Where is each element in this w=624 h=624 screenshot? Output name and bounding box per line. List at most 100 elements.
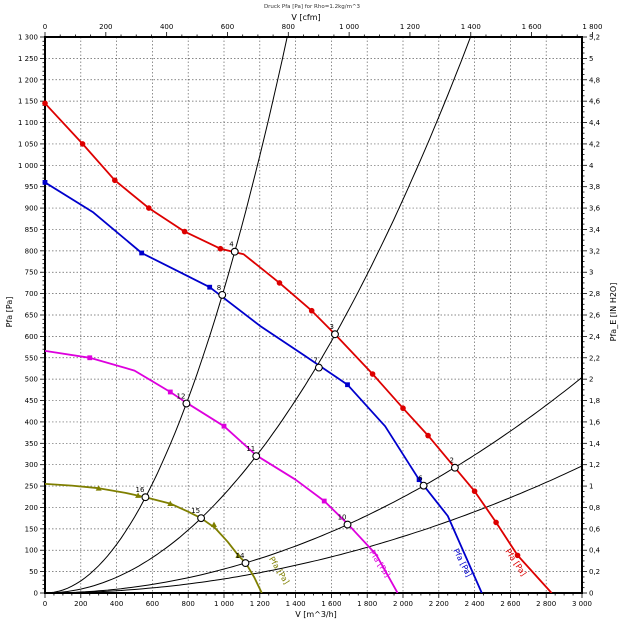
chart-title: Druck Pfa [Pa] for Rho=1.2kg/m^3 bbox=[264, 4, 361, 10]
bottom-axis-label: V [m^3/h] bbox=[295, 610, 337, 619]
bottom-tick-label: 600 bbox=[146, 600, 159, 608]
fan-curve-1-marker bbox=[112, 177, 118, 184]
bottom-tick-label: 2 200 bbox=[429, 600, 449, 608]
operating-point-label-7: 7 bbox=[313, 357, 317, 365]
left-tick-label: 1 100 bbox=[18, 119, 38, 127]
operating-point-label-8: 8 bbox=[217, 284, 221, 292]
left-tick-label: 350 bbox=[25, 440, 38, 448]
right-tick-label: 5,2 bbox=[589, 34, 600, 42]
operating-point-label-14: 14 bbox=[236, 552, 245, 560]
fan-curve-4-marker bbox=[135, 492, 142, 498]
right-tick-label: 1,6 bbox=[589, 418, 601, 426]
fan-curve-2 bbox=[45, 181, 483, 593]
top-tick-label: 0 bbox=[43, 23, 47, 31]
bottom-tick-label: 2 400 bbox=[465, 600, 485, 608]
operating-point-label-16: 16 bbox=[135, 486, 144, 494]
right-tick-label: 4,2 bbox=[589, 140, 600, 148]
bottom-tick-label: 1 200 bbox=[250, 600, 270, 608]
right-tick-label: 2,4 bbox=[589, 333, 601, 341]
left-tick-label: 150 bbox=[25, 525, 38, 533]
top-tick-label: 1 200 bbox=[400, 23, 420, 31]
plot-area: 0 200 400 600 800 1 000 1 200 1 400 1 600 1 800 2 … bbox=[18, 23, 602, 608]
top-tick-label: 1 600 bbox=[522, 23, 542, 31]
operating-point-6 bbox=[419, 481, 428, 490]
left-tick-label: 450 bbox=[25, 397, 38, 405]
fan-curve-4-marker bbox=[167, 500, 174, 507]
top-tick-label: 1 400 bbox=[461, 23, 481, 31]
top-tick-label: 1 000 bbox=[339, 23, 359, 31]
right-tick-label: 4,4 bbox=[589, 119, 601, 127]
bottom-tick-label: 1 400 bbox=[286, 600, 306, 608]
bottom-tick-label: 200 bbox=[74, 600, 87, 608]
left-tick-label: 250 bbox=[25, 483, 38, 491]
bottom-tick-label: 2 800 bbox=[536, 600, 556, 608]
fan-curve-1-marker bbox=[308, 307, 315, 314]
operating-point-12 bbox=[182, 399, 191, 408]
right-tick-label: 2,6 bbox=[589, 312, 601, 320]
fan-curve-3-marker bbox=[87, 355, 93, 361]
operating-point-3 bbox=[331, 330, 339, 339]
fan-curve-1-marker bbox=[425, 432, 431, 439]
fan-curve-1-marker bbox=[493, 519, 499, 526]
right-tick-label: 2 bbox=[589, 376, 593, 384]
fan-curve-1-marker bbox=[79, 141, 86, 147]
system-curve-4 bbox=[45, 465, 582, 593]
left-tick-label: 800 bbox=[25, 247, 38, 255]
fan-curve-1-marker bbox=[369, 371, 376, 377]
fan-curve-1 bbox=[45, 102, 553, 593]
right-tick-label: 3 bbox=[589, 269, 593, 277]
left-tick-label: 650 bbox=[25, 312, 38, 320]
left-tick-label: 700 bbox=[25, 290, 38, 298]
right-tick-label: 5 bbox=[589, 55, 593, 63]
operating-point-11 bbox=[252, 452, 261, 461]
bottom-tick-label: 400 bbox=[110, 600, 123, 608]
system-curve-1 bbox=[45, 37, 288, 593]
operating-point-14 bbox=[241, 559, 250, 568]
bottom-tick-label: 1 600 bbox=[321, 600, 341, 608]
bottom-tick-label: 800 bbox=[182, 600, 195, 608]
right-tick-label: 0,2 bbox=[589, 568, 600, 576]
system-curve-3 bbox=[45, 377, 582, 593]
fan-curve-2-marker bbox=[416, 477, 422, 483]
right-tick-label: 2,2 bbox=[589, 354, 600, 362]
operating-point-label-4: 4 bbox=[229, 241, 234, 249]
fan-curve-1-marker bbox=[400, 405, 406, 412]
right-tick-label: 1,8 bbox=[589, 397, 600, 405]
bottom-tick-label: 3 000 bbox=[572, 600, 592, 608]
left-tick-label: 400 bbox=[25, 418, 38, 426]
left-tick-label: 1 200 bbox=[18, 76, 38, 84]
system-curve-2 bbox=[45, 37, 472, 593]
left-tick-label: 1 300 bbox=[18, 34, 38, 42]
fan-curve-3-marker bbox=[321, 498, 327, 504]
fan-curve-3-marker bbox=[167, 389, 173, 395]
right-tick-label: 4,8 bbox=[589, 76, 600, 84]
left-tick-label: 850 bbox=[25, 226, 38, 234]
operating-point-16 bbox=[141, 493, 150, 502]
right-tick-label: 3,4 bbox=[589, 226, 601, 234]
right-tick-label: 4 bbox=[589, 162, 594, 170]
left-tick-label: 950 bbox=[25, 183, 38, 191]
fan-curve-3 bbox=[45, 350, 399, 593]
operating-point-label-2: 2 bbox=[449, 457, 453, 465]
left-tick-label: 1 250 bbox=[18, 55, 38, 63]
operating-point-label-12: 12 bbox=[176, 393, 185, 401]
left-tick-label: 100 bbox=[25, 547, 38, 555]
fan-curve-1-marker bbox=[471, 488, 478, 495]
fan-curve-2-marker bbox=[207, 284, 213, 290]
bottom-tick-label: 0 bbox=[43, 600, 47, 608]
left-axis-label: Pfa [Pa] bbox=[5, 297, 14, 328]
fan-curve-1-marker bbox=[42, 100, 48, 107]
left-tick-label: 600 bbox=[25, 333, 38, 341]
operating-point-label-11: 11 bbox=[246, 445, 255, 453]
right-tick-label: 3,8 bbox=[589, 183, 600, 191]
top-tick-label: 800 bbox=[282, 23, 295, 31]
operating-point-2 bbox=[450, 463, 459, 472]
fan-curve-1-marker bbox=[276, 280, 283, 286]
fan-curve-2-marker bbox=[139, 250, 145, 256]
fan-curve-1-marker bbox=[181, 228, 188, 235]
left-tick-label: 750 bbox=[25, 269, 38, 277]
fan-curve-3-label: Pfa [Pa] bbox=[367, 548, 392, 578]
fan-curve-1-marker bbox=[146, 205, 152, 211]
right-tick-label: 1 bbox=[589, 483, 593, 491]
